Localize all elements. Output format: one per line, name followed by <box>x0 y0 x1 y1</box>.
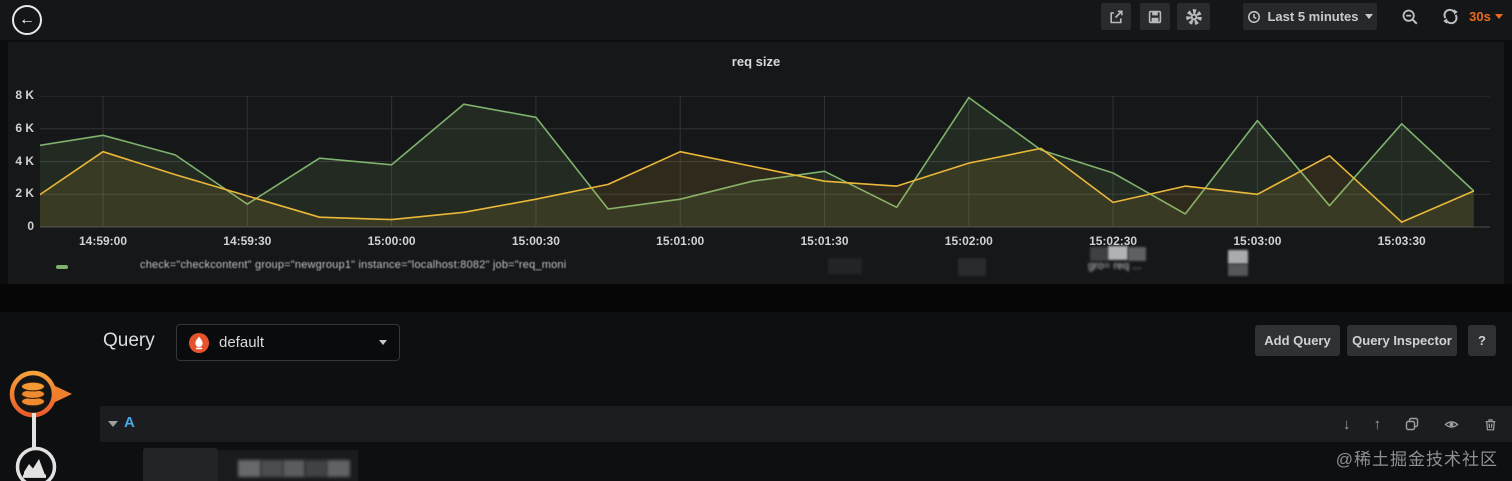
back-arrow-icon: ← <box>19 11 35 28</box>
query-editor-section: Query default Add Query Query Inspector … <box>0 312 1512 481</box>
refresh-button[interactable] <box>1437 4 1463 29</box>
redaction-block <box>1128 247 1146 261</box>
tab-connector-line <box>32 413 36 449</box>
save-button[interactable] <box>1140 3 1170 30</box>
move-query-up-button[interactable]: ↑ <box>1373 415 1382 433</box>
x-axis-tick-label: 15:00:00 <box>367 234 416 248</box>
query-inspector-button[interactable]: Query Inspector <box>1347 325 1457 356</box>
query-row-actions: ↓ ↑ <box>1343 406 1498 442</box>
query-row-a[interactable]: A ↓ ↑ <box>100 406 1512 442</box>
series-area <box>40 148 1474 227</box>
watermark-text: @稀土掘金技术社区 <box>1335 450 1498 469</box>
x-axis-tick-label: 14:59:30 <box>223 234 272 248</box>
visualization-tab-icon[interactable] <box>15 446 59 481</box>
y-axis-tick-label: 6 K <box>15 120 34 135</box>
redaction-block <box>958 258 986 276</box>
y-axis-tick-label: 0 <box>27 219 34 233</box>
redaction-block <box>261 460 283 477</box>
x-axis-tick-label: 15:03:30 <box>1377 234 1426 248</box>
share-icon <box>1110 10 1123 23</box>
query-section-title: Query <box>103 330 155 351</box>
x-axis-tick-label: 15:02:30 <box>1089 234 1138 248</box>
series-line <box>40 96 1475 215</box>
y-axis-tick-label: 4 K <box>15 153 34 168</box>
zoom-out-icon <box>1402 9 1418 24</box>
redaction-block <box>1228 250 1248 264</box>
move-query-down-button[interactable]: ↓ <box>1343 415 1351 433</box>
series-area <box>40 97 1474 227</box>
x-axis-tick-label: 15:02:00 <box>944 234 993 248</box>
redaction-block <box>143 448 218 481</box>
refresh-interval-label: 30s <box>1469 9 1491 24</box>
queries-tab-icon[interactable] <box>6 368 82 420</box>
chevron-down-icon <box>1494 14 1503 19</box>
delete-query-button[interactable] <box>1483 416 1498 432</box>
redaction-block <box>327 460 350 477</box>
legend-series-label-blurred[interactable]: gro= req ... <box>1088 260 1142 272</box>
settings-button[interactable] <box>1177 3 1210 30</box>
time-series-chart[interactable] <box>40 96 1490 228</box>
share-button[interactable] <box>1101 3 1131 30</box>
x-axis-tick-label: 15:01:30 <box>800 234 849 248</box>
x-axis-tick-label: 15:03:00 <box>1233 234 1282 248</box>
datasource-picker[interactable]: default <box>176 324 400 361</box>
chevron-down-icon <box>379 340 387 345</box>
x-axis-tick-label: 15:00:30 <box>511 234 560 248</box>
query-ref-id[interactable]: A <box>124 414 135 431</box>
x-axis-tick-label: 15:01:00 <box>656 234 705 248</box>
redaction-block <box>305 460 327 477</box>
series-line <box>40 147 1475 223</box>
disable-query-button[interactable] <box>1443 417 1460 432</box>
redaction-block <box>1108 246 1128 260</box>
redaction-block <box>1090 247 1108 261</box>
refresh-interval-picker[interactable]: 30s <box>1464 4 1508 29</box>
redaction-block <box>238 460 261 477</box>
redaction-block <box>1228 264 1248 276</box>
legend-swatch-green[interactable] <box>56 265 68 269</box>
trash-icon <box>1485 419 1496 431</box>
redaction-block <box>283 460 305 477</box>
copy-icon <box>1405 417 1419 431</box>
datasource-selected-value: default <box>219 334 265 351</box>
redaction-block <box>828 258 862 274</box>
time-range-picker[interactable]: Last 5 minutes <box>1243 3 1377 30</box>
y-axis-tick-label: 8 K <box>15 88 34 102</box>
graph-panel <box>8 42 1504 284</box>
prometheus-icon <box>189 332 209 353</box>
help-button[interactable]: ? <box>1468 325 1496 356</box>
y-axis-tick-label: 2 K <box>15 186 34 201</box>
add-query-button[interactable]: Add Query <box>1255 325 1340 356</box>
back-button[interactable]: ← <box>12 5 42 35</box>
collapse-caret-icon[interactable] <box>108 421 118 427</box>
zoom-out-button[interactable] <box>1396 4 1424 29</box>
clock-icon <box>1248 10 1261 23</box>
x-axis-tick-label: 14:59:00 <box>78 234 128 248</box>
dashboard-header: ← Last 5 minute <box>0 0 1512 40</box>
save-icon <box>1148 10 1162 23</box>
duplicate-query-button[interactable] <box>1404 416 1420 432</box>
section-divider <box>0 284 1512 312</box>
eye-icon <box>1444 420 1459 428</box>
time-range-label: Last 5 minutes <box>1267 9 1359 24</box>
legend-series-label[interactable]: check="checkcontent" group="newgroup1" i… <box>140 259 567 271</box>
panel-title: req size <box>731 54 781 69</box>
chevron-down-icon <box>1364 14 1373 19</box>
refresh-icon <box>1442 8 1458 25</box>
gear-icon <box>1185 8 1202 25</box>
